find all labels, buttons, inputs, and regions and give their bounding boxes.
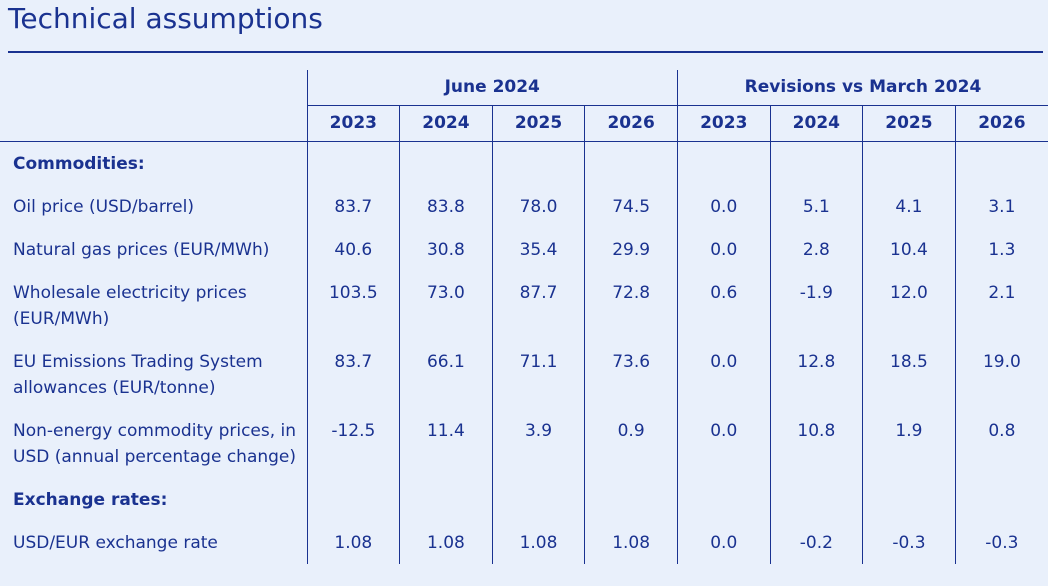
row-label: Natural gas prices (EUR/MWh) (13, 240, 270, 260)
value-cell: 83.8 (399, 185, 493, 228)
value-cell: 2.8 (769, 228, 863, 271)
value-cell: -12.5 (306, 409, 400, 478)
value-cell: 74.5 (584, 185, 678, 228)
value-cell: 19.0 (954, 340, 1048, 409)
empty-cell (306, 478, 400, 521)
title-rule (8, 51, 1043, 53)
row-label: USD/EUR exchange rate (13, 533, 218, 553)
value-cell: -0.3 (954, 521, 1048, 564)
value-cell: 10.4 (862, 228, 956, 271)
value-cell: 35.4 (491, 228, 585, 271)
value-cell: 1.3 (954, 228, 1048, 271)
value-cell: 0.9 (584, 409, 678, 478)
empty-cell (769, 478, 863, 521)
value-cell: 29.9 (584, 228, 678, 271)
value-cell: 10.8 (769, 409, 863, 478)
data-row: USD/EUR exchange rate 1.08 1.08 1.08 1.08 0.0… (0, 521, 1048, 564)
title: Technical assumptions (8, 2, 323, 35)
empty-cell (862, 478, 956, 521)
empty-cell (862, 141, 956, 185)
data-row: Natural gas prices (EUR/MWh) 40.6 30.8 35.4… (0, 228, 1048, 271)
value-cell: 78.0 (491, 185, 585, 228)
year-header: 2026 (584, 105, 678, 142)
year-header: 2023 (306, 105, 400, 142)
empty-cell (491, 141, 585, 185)
row-label: EU Emissions Trading System allowances (… (13, 352, 263, 398)
value-cell: 71.1 (491, 340, 585, 409)
value-cell: 40.6 (306, 228, 400, 271)
value-cell: -0.2 (769, 521, 863, 564)
value-cell: 11.4 (399, 409, 493, 478)
section-label: Commodities: (13, 154, 145, 174)
group-header: June 2024 (306, 70, 678, 106)
assumptions-table: June 2024 Revisions vs March 2024 2023 20… (0, 70, 1048, 564)
year-header: 2024 (769, 105, 863, 142)
row-label: Oil price (USD/barrel) (13, 197, 194, 217)
value-cell: 83.7 (306, 185, 400, 228)
year-header: 2025 (862, 105, 956, 142)
corner (0, 70, 307, 106)
value-cell: 0.8 (954, 409, 1048, 478)
value-cell: 5.1 (769, 185, 863, 228)
value-cell: 72.8 (584, 271, 678, 340)
empty-cell (676, 478, 771, 521)
value-cell: 1.08 (306, 521, 400, 564)
value-cell: 103.5 (306, 271, 400, 340)
value-cell: 0.0 (676, 228, 771, 271)
value-cell: 1.08 (584, 521, 678, 564)
value-cell: 83.7 (306, 340, 400, 409)
empty-cell (954, 478, 1048, 521)
value-cell: 1.9 (862, 409, 956, 478)
value-cell: 0.0 (676, 185, 771, 228)
empty-cell (769, 141, 863, 185)
data-row: EU Emissions Trading System allowances (… (0, 340, 1048, 409)
year-header: 2026 (954, 105, 1048, 142)
year-header: 2023 (676, 105, 771, 142)
value-cell: 0.0 (676, 521, 771, 564)
data-row: Wholesale electricity prices (EUR/MWh) 10… (0, 271, 1048, 340)
empty-cell (584, 141, 678, 185)
value-cell: 0.0 (676, 409, 771, 478)
value-cell: 2.1 (954, 271, 1048, 340)
value-cell: 30.8 (399, 228, 493, 271)
value-cell: -0.3 (862, 521, 956, 564)
section-label: Exchange rates: (13, 490, 168, 510)
value-cell: 12.8 (769, 340, 863, 409)
empty-cell (399, 478, 493, 521)
value-cell: 73.6 (584, 340, 678, 409)
value-cell: 0.6 (676, 271, 771, 340)
value-cell: 18.5 (862, 340, 956, 409)
row-label: Non-energy commodity prices, in USD (ann… (13, 421, 297, 467)
year-row: 2023 2024 2025 2026 2023 2024 2025 2026 (0, 105, 1048, 142)
year-header: 2024 (399, 105, 493, 142)
empty-cell (306, 141, 400, 185)
empty-cell (676, 141, 771, 185)
data-row: Non-energy commodity prices, in USD (ann… (0, 409, 1048, 478)
value-cell: 73.0 (399, 271, 493, 340)
section-row: Commodities: (0, 141, 1048, 185)
empty-cell (399, 141, 493, 185)
value-cell: 3.9 (491, 409, 585, 478)
section-row: Exchange rates: (0, 478, 1048, 521)
row-label: Wholesale electricity prices (EUR/MWh) (13, 283, 247, 329)
corner (0, 105, 308, 142)
data-row: Oil price (USD/barrel) 83.7 83.8 78.0 74.5 0.… (0, 185, 1048, 228)
value-cell: -1.9 (769, 271, 863, 340)
empty-cell (954, 141, 1048, 185)
value-cell: 87.7 (491, 271, 585, 340)
year-header: 2025 (491, 105, 585, 142)
group-row: June 2024 Revisions vs March 2024 (0, 70, 1048, 106)
value-cell: 0.0 (676, 340, 771, 409)
value-cell: 1.08 (399, 521, 493, 564)
table-body: Commodities: Oil price (USD/barrel) 83.7 83… (0, 141, 1048, 564)
value-cell: 12.0 (862, 271, 956, 340)
value-cell: 3.1 (954, 185, 1048, 228)
group-header: Revisions vs March 2024 (676, 70, 1048, 106)
value-cell: 4.1 (862, 185, 956, 228)
value-cell: 1.08 (491, 521, 585, 564)
value-cell: 66.1 (399, 340, 493, 409)
empty-cell (491, 478, 585, 521)
empty-cell (584, 478, 678, 521)
